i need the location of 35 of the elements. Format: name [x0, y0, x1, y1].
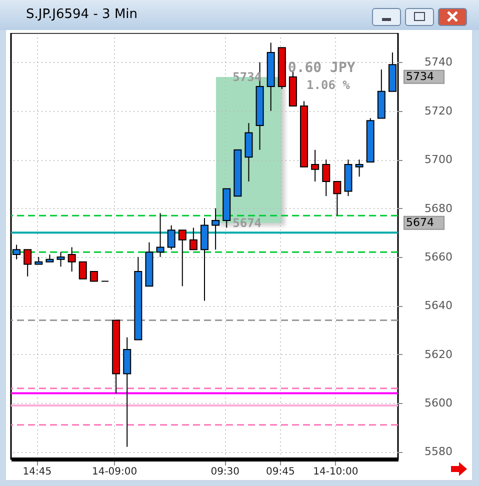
candlestick: [189, 227, 198, 250]
annotation: 1.06 %: [306, 78, 351, 92]
x-tick-label: 14-10:00: [313, 466, 358, 478]
y-tick-label: 5720: [424, 104, 452, 118]
x-tick-label: 09:45: [266, 466, 295, 478]
y-tick-label: 5700: [424, 153, 452, 166]
annotation: 5674: [232, 216, 262, 230]
candlestick: [355, 159, 364, 178]
candlestick: [78, 261, 87, 280]
candlestick: [178, 230, 186, 287]
candlestick: [56, 252, 65, 268]
text: 5734: [406, 70, 434, 83]
text: 5674: [406, 216, 434, 229]
candlestick: [90, 271, 98, 282]
candlestick: [311, 149, 320, 182]
x-tick-label: 14:45: [22, 466, 52, 478]
candlestick: [156, 212, 164, 258]
y-tick-label: 5640: [424, 299, 452, 312]
y-tick-label: 5600: [424, 396, 452, 410]
x-tick-label: 09:30: [210, 466, 240, 478]
candlestick: [212, 208, 220, 250]
y-tick-label: 5660: [424, 250, 452, 264]
y-tick-label: 5740: [424, 56, 452, 69]
candlestick: [322, 159, 330, 197]
y-tick-label: 5620: [424, 348, 452, 361]
annotation: 0.60 JPY: [288, 60, 356, 76]
candlestick: [167, 224, 176, 250]
chart-title: S.JP.J6594 - 3 Min: [26, 7, 138, 22]
y-tick-label: 5680: [424, 202, 452, 215]
y-tick-label: 5580: [424, 445, 452, 458]
candlestick: [68, 246, 76, 272]
x-tick-label: 14-09:00: [92, 466, 138, 478]
candlestick: [12, 244, 21, 260]
candlestick: [333, 180, 342, 216]
candlestick: [24, 249, 32, 277]
